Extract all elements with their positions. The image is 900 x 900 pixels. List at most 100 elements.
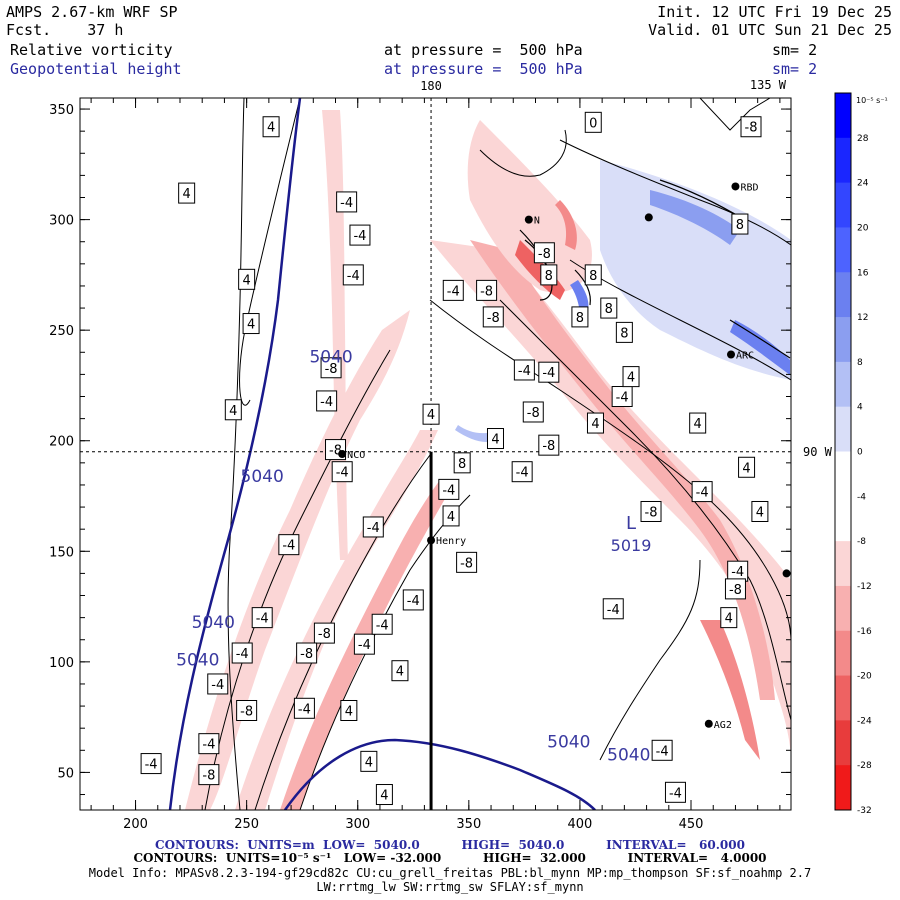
contour-label-box [198,764,220,786]
x-tick-label: 200 [123,817,148,832]
colorbar-segment [835,93,851,139]
contour-label: -4 [371,613,393,635]
contour-label-text: -4 [616,391,629,406]
contour-label-box [453,452,471,474]
contour-label-text: -4 [731,565,744,580]
contour-label: -8 [640,500,662,522]
contour-label-box [224,399,242,421]
contour-label: -4 [511,461,533,483]
contour-label: -8 [236,699,258,721]
contour-label: 4 [224,399,242,421]
colorbar-tick-label: -28 [857,761,872,771]
contour-label-text: -4 [211,678,224,693]
contour-label-text: 4 [267,121,275,136]
contour-label-box [571,306,589,328]
contour-label: -4 [293,697,315,719]
contour-label-text: 4 [447,510,455,525]
plot-frame [79,97,792,811]
contour-label-box [456,551,478,573]
contour-label: -4 [438,478,460,500]
colorbar-segment [835,585,851,632]
contour-label: -4 [336,191,358,213]
contour-label-box [207,673,229,695]
axes: 200 250 300 350 400 450 50 100 150 200 250 300 350 18… [49,78,833,832]
contour-label: -4 [513,359,535,381]
contour-label-box [198,733,220,755]
contour-label-box [262,116,280,138]
station-dot [338,450,347,458]
contour-label-text: 4 [725,612,733,627]
contour-label-box [178,182,196,204]
contour-label-box [751,500,769,522]
contour-label-text: -4 [353,229,366,244]
contour-label: -8 [313,622,335,644]
contour-label-box [231,642,253,664]
contour-label-text: 4 [694,417,702,432]
contour-label-text: -4 [358,638,371,653]
contour-label-text: 4 [229,404,237,419]
height-label: 5040 [309,348,352,368]
colorbar-segment [835,720,851,766]
contour-label-text: 4 [396,665,404,680]
colorbar-segment [835,451,851,497]
contour-label-box [251,607,273,629]
colorbar-frame [834,92,852,811]
contour-label-text: -4 [656,744,669,759]
height-label: 5040 [607,746,650,766]
colorbar-tick-label: -4 [857,492,866,502]
contour-label-text: 8 [545,269,553,284]
colorbar-tick-label: 16 [857,268,869,278]
station-dot [524,215,533,224]
contour-label-box [584,264,602,286]
station-dot [727,350,736,359]
contour-label-box [600,297,618,319]
station-name: AG2 [714,720,732,731]
contour-label-box [340,699,358,721]
contour-label: 0 [584,111,602,133]
colorbar-tick-label: 12 [857,313,868,323]
contour-label: -4 [353,633,375,655]
contour-label-text: -8 [325,362,338,377]
station-name: NCO [347,450,365,461]
contour-label: -4 [611,386,633,408]
y-tick-label: 150 [49,545,74,560]
contour-label-text: 8 [576,311,584,326]
y-tick-label: 200 [49,435,74,450]
height-label: 5040 [547,732,590,752]
contour-label-text: 4 [345,704,353,719]
contour-label: -8 [198,764,220,786]
y-tick-label: 50 [57,766,74,781]
contour-label: 4 [622,366,640,388]
x-tick-label: 300 [345,817,370,832]
colorbar-tick-label: 0 [857,448,863,458]
contour-label: 4 [751,500,769,522]
contour-label-box [533,242,555,264]
colorbar-tick-label: 20 [857,223,869,233]
contour-label: 4 [586,412,604,434]
contour-label-box [476,279,498,301]
contour-label-text: -4 [607,603,620,618]
contour-label-box [422,403,440,425]
contour-label-box [342,264,364,286]
low-value: 5019 [611,536,652,555]
contour-label-text: -4 [376,618,389,633]
contour-label: -8 [456,551,478,573]
contour-label-text: 8 [589,269,597,284]
contour-label-box [442,279,464,301]
init-time: Init. 12 UTC Fri 19 Dec 25 [657,3,892,21]
contour-label-text: -4 [347,269,360,284]
contour-label-text: -4 [298,702,311,717]
colorbar-segment [835,406,851,452]
station-dot [704,719,713,728]
contour-label-text: -4 [447,284,460,299]
colorbar-tick-label: 28 [857,134,869,144]
contour-label-text: -8 [240,704,253,719]
contour-label-box [438,478,460,500]
contour-label-box [651,739,673,761]
height-label: 5040 [176,651,219,671]
y-tick-label: 300 [49,214,74,229]
y-tick-label: 100 [49,656,74,671]
contour-label-box [375,784,393,806]
contour-label-box [538,434,560,456]
contour-label: -8 [476,279,498,301]
